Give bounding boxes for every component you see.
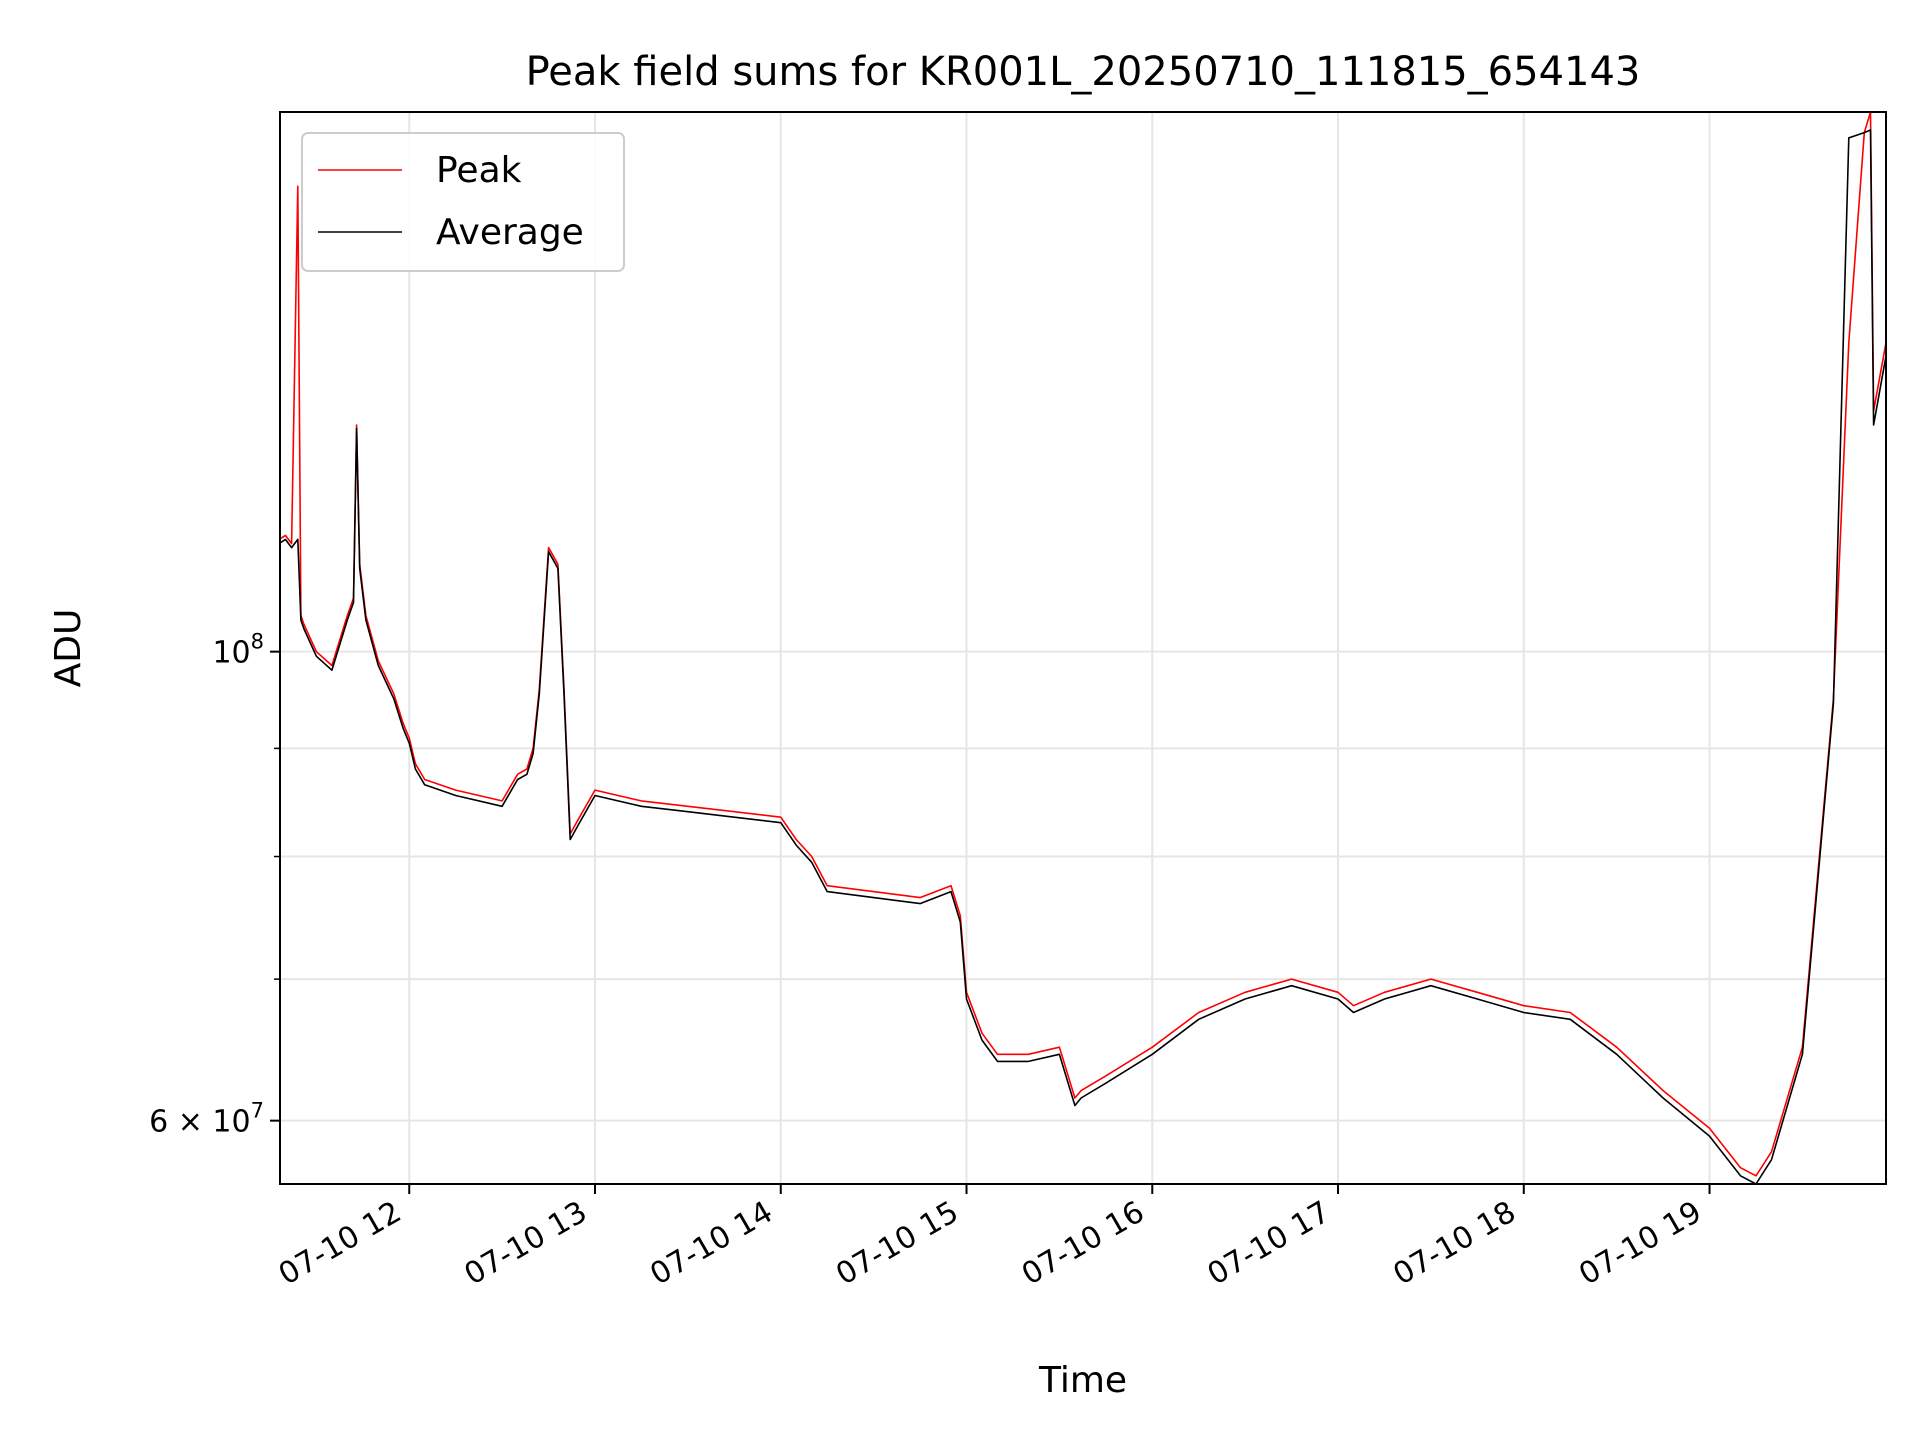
series-line-average [278,129,1887,1185]
x-tick-label: 07-10 14 [644,1195,778,1293]
chart-title: Peak field sums for KR001L_20250710_1118… [526,49,1641,95]
y-tick-label-exponent: 7 [251,1099,264,1123]
x-tick-label: 07-10 15 [830,1195,964,1293]
x-tick-label: 07-10 12 [273,1195,407,1293]
series-layer [278,111,1887,1185]
y-tick-label: 6 × 107 [149,1099,264,1140]
y-tick-label-base: 10 [212,636,250,671]
x-tick-label: 07-10 13 [459,1195,593,1293]
y-axis-label: ADU [48,609,89,688]
legend-label-average: Average [436,212,584,253]
x-tick-label: 07-10 19 [1573,1195,1707,1293]
x-axis-label: Time [1038,1360,1127,1401]
legend: Peak Average [301,132,625,272]
y-tick-label-base: 6 × 10 [149,1105,250,1140]
y-axis: 6 × 107 108 [149,630,280,1140]
x-tick-label: 07-10 17 [1202,1195,1336,1293]
y-tick-label: 108 [212,630,264,671]
legend-label-peak: Peak [436,150,522,191]
grid-layer [280,112,1886,1184]
y-tick-label-exponent: 8 [251,630,264,654]
plot-frame [279,111,1887,1185]
legend-box [301,132,625,272]
x-tick-label: 07-10 16 [1016,1195,1150,1293]
x-tick-label: 07-10 18 [1387,1195,1521,1293]
x-axis: 07-10 12 07-10 13 07-10 14 07-10 15 07-10 16… [273,1184,1711,1293]
series-line-peak [278,111,1887,1177]
